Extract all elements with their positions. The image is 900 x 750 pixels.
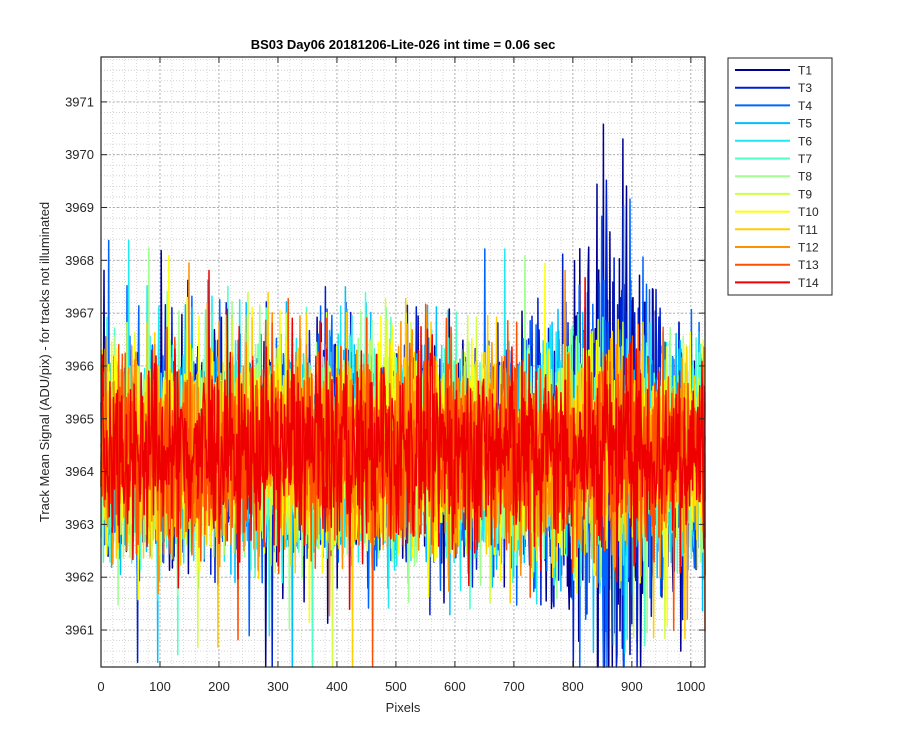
- plot-frame: [100, 56, 706, 668]
- series-line-t14: [100, 269, 706, 610]
- y-tick-label: 3965: [65, 411, 94, 426]
- legend-label-t7: T7: [798, 152, 812, 166]
- y-tick-label: 3964: [65, 464, 94, 479]
- x-tick-label: 0: [97, 679, 104, 694]
- x-tick-label: 800: [562, 679, 584, 694]
- x-tick-label: 400: [326, 679, 348, 694]
- y-tick-label: 3962: [65, 570, 94, 585]
- y-tick-label: 3971: [65, 94, 94, 109]
- x-tick-label: 200: [208, 679, 230, 694]
- x-axis: 0 100 200 300 400 500 600 700 800 900 1000: [97, 57, 705, 694]
- legend-label-t9: T9: [798, 187, 812, 201]
- legend: T1 T3 T4 T5 T6 T7 T8 T9 T10 T11 T12 T13 T14: [727, 57, 833, 296]
- x-tick-label: 900: [621, 679, 643, 694]
- series-group: [100, 123, 706, 668]
- y-tick-label: 3963: [65, 517, 94, 532]
- y-axis-label: Track Mean Signal (ADU/pix) - for tracks…: [37, 202, 52, 522]
- y-tick-label: 3970: [65, 147, 94, 162]
- legend-label-t10: T10: [798, 205, 819, 219]
- y-tick-label: 3961: [65, 623, 94, 638]
- chart-title: BS03 Day06 20181206-Lite-026 int time = …: [251, 37, 556, 52]
- legend-label-t13: T13: [798, 258, 819, 272]
- y-axis: 3961 3962 3963 3964 3965 3966 3967 3968 3969 3970…: [65, 94, 705, 638]
- x-tick-label: 100: [149, 679, 171, 694]
- legend-label-t4: T4: [798, 99, 812, 113]
- legend-entries: T1 T3 T4 T5 T6 T7 T8 T9 T10 T11 T12 T13 T14: [735, 64, 819, 290]
- x-tick-label: 600: [444, 679, 466, 694]
- y-tick-label: 3966: [65, 358, 94, 373]
- legend-label-t11: T11: [798, 223, 818, 237]
- legend-label-t14: T14: [798, 276, 819, 290]
- legend-label-t3: T3: [798, 81, 812, 95]
- legend-label-t1: T1: [798, 64, 812, 78]
- legend-label-t6: T6: [798, 134, 812, 148]
- legend-label-t5: T5: [798, 117, 812, 131]
- x-tick-label: 700: [503, 679, 525, 694]
- y-tick-label: 3967: [65, 306, 94, 321]
- x-axis-label: Pixels: [386, 700, 421, 715]
- x-tick-label: 1000: [676, 679, 705, 694]
- y-tick-label: 3969: [65, 200, 94, 215]
- x-tick-label: 500: [385, 679, 407, 694]
- x-tick-label: 300: [267, 679, 289, 694]
- legend-label-t12: T12: [798, 241, 819, 255]
- legend-label-t8: T8: [798, 170, 812, 184]
- y-tick-label: 3968: [65, 253, 94, 268]
